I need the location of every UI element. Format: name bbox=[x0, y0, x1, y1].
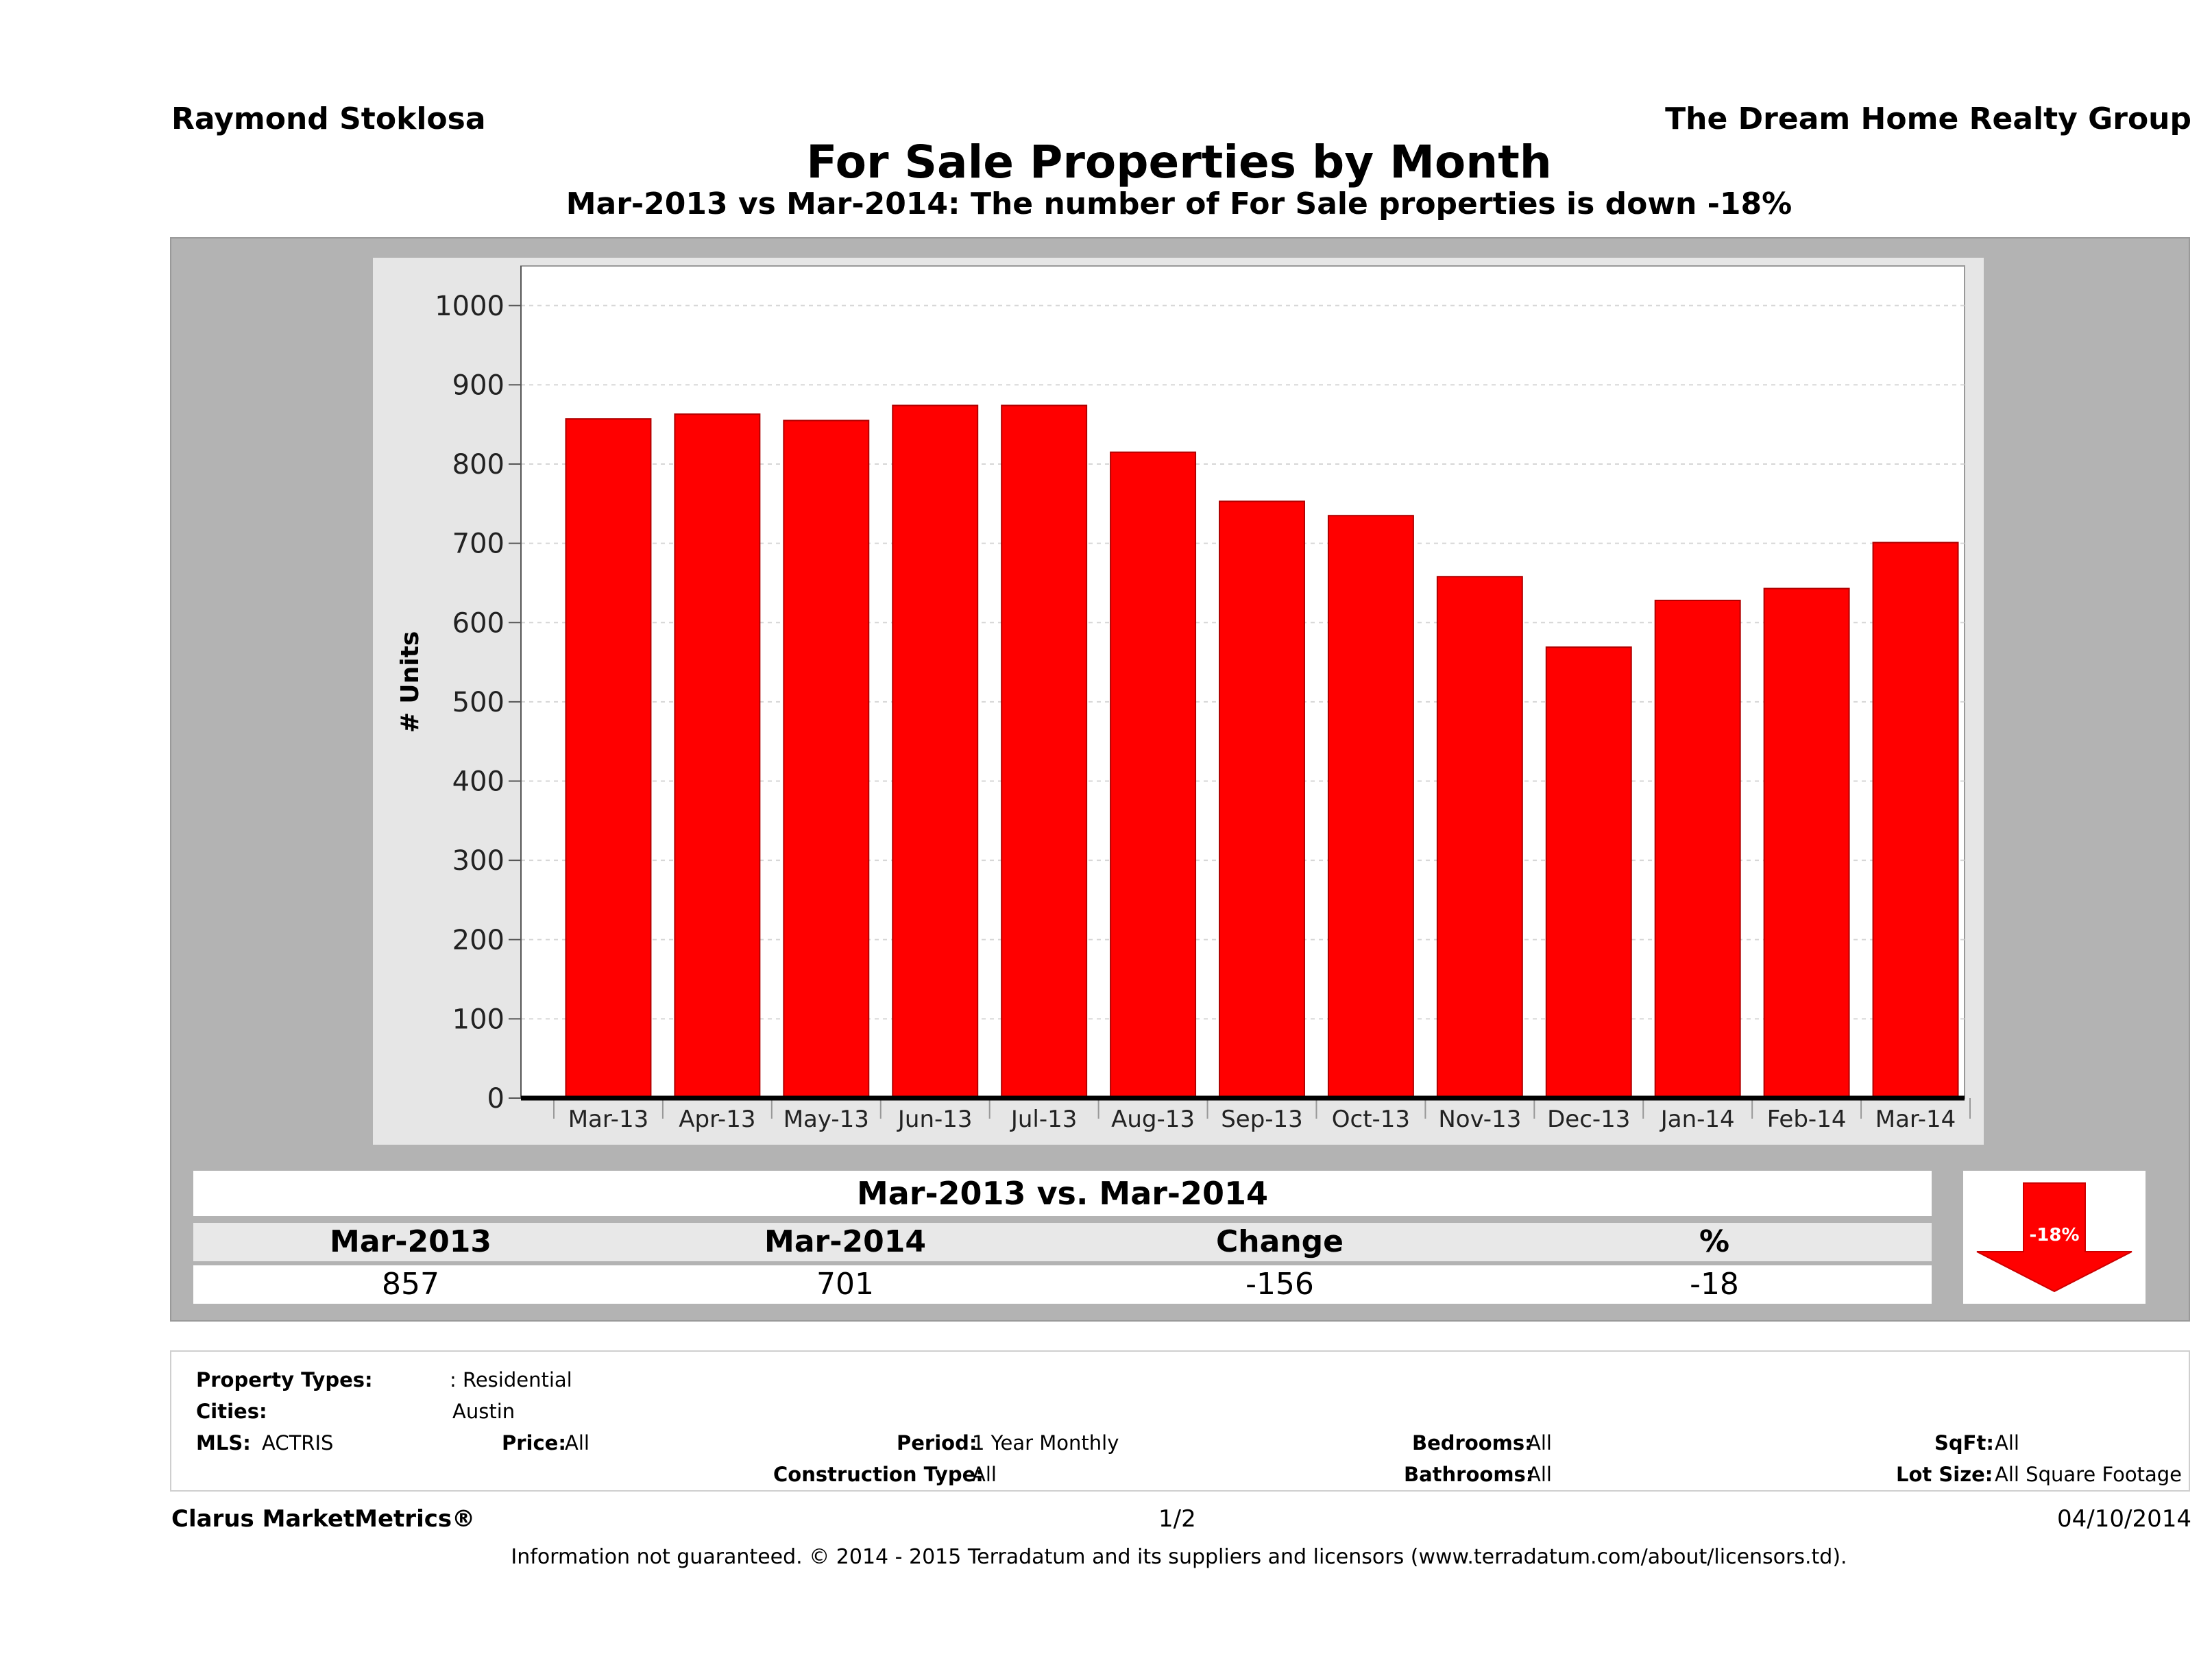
price-label: Price: bbox=[502, 1431, 566, 1455]
report-date: 04/10/2014 bbox=[2057, 1505, 2191, 1533]
down-arrow-icon: -18% bbox=[1976, 1182, 2132, 1293]
summary-header-mar-2013: Mar-2013 bbox=[193, 1223, 628, 1261]
disclaimer: Information not guaranteed. © 2014 - 201… bbox=[511, 1545, 1847, 1569]
summary-header-mar-2014: Mar-2014 bbox=[628, 1223, 1062, 1261]
chart-panel bbox=[170, 237, 2190, 1322]
change-badge: -18% bbox=[2029, 1225, 2079, 1245]
page-number: 1/2 bbox=[1158, 1505, 1196, 1533]
mls-label: MLS: bbox=[196, 1431, 251, 1455]
agent-name: Raymond Stoklosa bbox=[171, 101, 486, 136]
bathrooms-label: Bathrooms: bbox=[1404, 1463, 1534, 1486]
change-indicator: -18% bbox=[1963, 1171, 2146, 1304]
summary-value-mar-2014: 701 bbox=[628, 1265, 1062, 1304]
filters-panel bbox=[170, 1350, 2190, 1492]
chart-title: For Sale Properties by Month bbox=[806, 136, 1552, 189]
lot-size-label: Lot Size: bbox=[1896, 1463, 1993, 1486]
summary-value-change: -156 bbox=[1062, 1265, 1497, 1304]
lot-size-value: All Square Footage bbox=[1995, 1463, 2183, 1486]
price-value: All bbox=[565, 1431, 590, 1455]
mls-value: ACTRIS bbox=[262, 1431, 334, 1455]
summary-header-change: Change bbox=[1062, 1223, 1497, 1261]
chart-subtitle: Mar-2013 vs Mar-2014: The number of For … bbox=[566, 186, 1792, 221]
construction-type-value: All bbox=[972, 1463, 997, 1486]
property-types-label: Property Types: bbox=[196, 1368, 373, 1391]
property-types-value: : Residential bbox=[450, 1368, 572, 1391]
bedrooms-value: All bbox=[1527, 1431, 1552, 1455]
period-value: 1 Year Monthly bbox=[972, 1431, 1119, 1455]
sqft-value: All bbox=[1995, 1431, 2019, 1455]
period-label: Period: bbox=[897, 1431, 977, 1455]
summary-value-percent: -18 bbox=[1497, 1265, 1932, 1304]
summary-title: Mar-2013 vs. Mar-2014 bbox=[193, 1171, 1932, 1216]
company-name: The Dream Home Realty Group bbox=[1665, 101, 2191, 136]
summary-header-percent: % bbox=[1497, 1223, 1932, 1261]
summary-value-mar-2013: 857 bbox=[193, 1265, 628, 1304]
bathrooms-value: All bbox=[1527, 1463, 1552, 1486]
sqft-label: SqFt: bbox=[1934, 1431, 1994, 1455]
brand-name: Clarus MarketMetrics® bbox=[171, 1505, 476, 1533]
cities-label: Cities: bbox=[196, 1400, 267, 1423]
construction-type-label: Construction Type: bbox=[773, 1463, 984, 1486]
bedrooms-label: Bedrooms: bbox=[1412, 1431, 1533, 1455]
cities-value: Austin bbox=[452, 1400, 515, 1423]
